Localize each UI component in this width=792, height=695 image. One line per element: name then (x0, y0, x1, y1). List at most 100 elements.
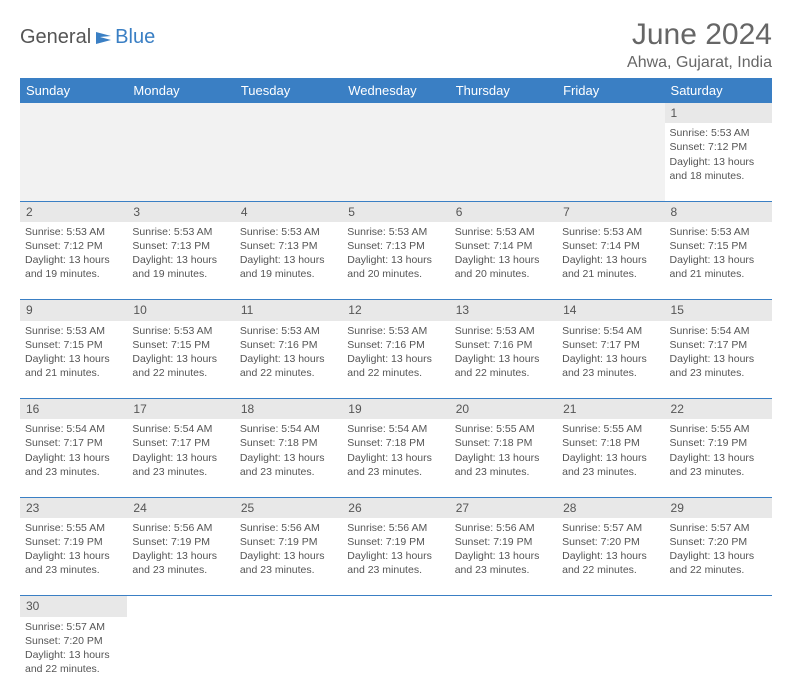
sunset-text: Sunset: 7:20 PM (562, 535, 659, 549)
sunrise-text: Sunrise: 5:56 AM (132, 521, 229, 535)
sunset-text: Sunset: 7:13 PM (240, 239, 337, 253)
daylight-text-1: Daylight: 13 hours (240, 352, 337, 366)
daylight-text-2: and 21 minutes. (670, 267, 767, 281)
sunset-text: Sunset: 7:19 PM (132, 535, 229, 549)
sunset-text: Sunset: 7:20 PM (25, 634, 122, 648)
day-detail-cell: Sunrise: 5:56 AMSunset: 7:19 PMDaylight:… (235, 518, 342, 596)
day-detail-row: Sunrise: 5:53 AMSunset: 7:12 PMDaylight:… (20, 222, 772, 300)
daylight-text-2: and 22 minutes. (25, 662, 122, 676)
sunset-text: Sunset: 7:19 PM (25, 535, 122, 549)
day-detail-cell: Sunrise: 5:54 AMSunset: 7:17 PMDaylight:… (665, 321, 772, 399)
daylight-text-2: and 23 minutes. (240, 563, 337, 577)
logo: General Blue (20, 26, 155, 49)
daylight-text-1: Daylight: 13 hours (132, 352, 229, 366)
sunrise-text: Sunrise: 5:53 AM (240, 324, 337, 338)
day-number-row: 16171819202122 (20, 399, 772, 420)
sunrise-text: Sunrise: 5:56 AM (455, 521, 552, 535)
day-number-cell: 9 (20, 300, 127, 321)
sunrise-text: Sunrise: 5:56 AM (240, 521, 337, 535)
day-detail-cell: Sunrise: 5:55 AMSunset: 7:18 PMDaylight:… (557, 419, 664, 497)
month-title: June 2024 (627, 18, 772, 52)
day-detail-cell: Sunrise: 5:53 AMSunset: 7:13 PMDaylight:… (342, 222, 449, 300)
day-number-cell: 12 (342, 300, 449, 321)
daylight-text-1: Daylight: 13 hours (562, 549, 659, 563)
day-detail-cell (450, 617, 557, 695)
daylight-text-2: and 23 minutes. (132, 465, 229, 479)
weekday-header: Friday (557, 78, 664, 103)
daylight-text-2: and 19 minutes. (25, 267, 122, 281)
day-number-cell (450, 596, 557, 617)
day-number-cell: 13 (450, 300, 557, 321)
day-number-row: 2345678 (20, 201, 772, 222)
sunset-text: Sunset: 7:19 PM (240, 535, 337, 549)
daylight-text-2: and 23 minutes. (25, 563, 122, 577)
day-detail-cell: Sunrise: 5:53 AMSunset: 7:13 PMDaylight:… (127, 222, 234, 300)
weekday-header: Tuesday (235, 78, 342, 103)
daylight-text-2: and 22 minutes. (455, 366, 552, 380)
daylight-text-2: and 20 minutes. (455, 267, 552, 281)
daylight-text-2: and 23 minutes. (562, 366, 659, 380)
day-number-row: 1 (20, 103, 772, 123)
daylight-text-1: Daylight: 13 hours (240, 451, 337, 465)
daylight-text-1: Daylight: 13 hours (347, 352, 444, 366)
sunrise-text: Sunrise: 5:56 AM (347, 521, 444, 535)
daylight-text-1: Daylight: 13 hours (132, 549, 229, 563)
sunrise-text: Sunrise: 5:54 AM (347, 422, 444, 436)
sunset-text: Sunset: 7:17 PM (25, 436, 122, 450)
daylight-text-2: and 23 minutes. (670, 366, 767, 380)
sunset-text: Sunset: 7:16 PM (455, 338, 552, 352)
sunrise-text: Sunrise: 5:55 AM (670, 422, 767, 436)
day-detail-row: Sunrise: 5:57 AMSunset: 7:20 PMDaylight:… (20, 617, 772, 695)
sunset-text: Sunset: 7:16 PM (347, 338, 444, 352)
daylight-text-2: and 23 minutes. (25, 465, 122, 479)
daylight-text-1: Daylight: 13 hours (25, 253, 122, 267)
sunset-text: Sunset: 7:18 PM (562, 436, 659, 450)
daylight-text-1: Daylight: 13 hours (240, 549, 337, 563)
day-detail-cell: Sunrise: 5:53 AMSunset: 7:12 PMDaylight:… (20, 222, 127, 300)
day-number-cell: 11 (235, 300, 342, 321)
day-number-cell (127, 596, 234, 617)
daylight-text-1: Daylight: 13 hours (240, 253, 337, 267)
day-detail-cell (235, 617, 342, 695)
sunrise-text: Sunrise: 5:54 AM (562, 324, 659, 338)
sunset-text: Sunset: 7:15 PM (670, 239, 767, 253)
day-number-cell: 25 (235, 497, 342, 518)
sunrise-text: Sunrise: 5:55 AM (25, 521, 122, 535)
day-detail-cell: Sunrise: 5:56 AMSunset: 7:19 PMDaylight:… (127, 518, 234, 596)
daylight-text-1: Daylight: 13 hours (455, 352, 552, 366)
day-detail-cell (235, 123, 342, 201)
header: General Blue June 2024 Ahwa, Gujarat, In… (20, 18, 772, 72)
day-number-cell: 24 (127, 497, 234, 518)
day-number-cell: 10 (127, 300, 234, 321)
day-number-cell: 14 (557, 300, 664, 321)
sunset-text: Sunset: 7:19 PM (347, 535, 444, 549)
sunrise-text: Sunrise: 5:53 AM (132, 225, 229, 239)
day-detail-cell: Sunrise: 5:57 AMSunset: 7:20 PMDaylight:… (20, 617, 127, 695)
day-detail-row: Sunrise: 5:55 AMSunset: 7:19 PMDaylight:… (20, 518, 772, 596)
daylight-text-2: and 20 minutes. (347, 267, 444, 281)
day-detail-cell: Sunrise: 5:54 AMSunset: 7:17 PMDaylight:… (20, 419, 127, 497)
weekday-header-row: SundayMondayTuesdayWednesdayThursdayFrid… (20, 78, 772, 103)
day-detail-cell (127, 123, 234, 201)
weekday-header: Saturday (665, 78, 772, 103)
sunrise-text: Sunrise: 5:53 AM (347, 324, 444, 338)
sunset-text: Sunset: 7:15 PM (25, 338, 122, 352)
daylight-text-2: and 23 minutes. (455, 465, 552, 479)
daylight-text-2: and 23 minutes. (347, 465, 444, 479)
day-detail-row: Sunrise: 5:53 AMSunset: 7:12 PMDaylight:… (20, 123, 772, 201)
day-number-cell: 3 (127, 201, 234, 222)
day-detail-cell: Sunrise: 5:53 AMSunset: 7:15 PMDaylight:… (20, 321, 127, 399)
day-detail-cell: Sunrise: 5:53 AMSunset: 7:14 PMDaylight:… (557, 222, 664, 300)
daylight-text-1: Daylight: 13 hours (25, 451, 122, 465)
day-detail-cell: Sunrise: 5:53 AMSunset: 7:16 PMDaylight:… (450, 321, 557, 399)
title-block: June 2024 Ahwa, Gujarat, India (627, 18, 772, 72)
day-detail-row: Sunrise: 5:53 AM Sunset: 7:15 PM Daylight:… (20, 321, 772, 399)
sunrise-text: Sunrise: 5:53 AM (455, 225, 552, 239)
day-number-cell: 4 (235, 201, 342, 222)
day-number-cell (235, 596, 342, 617)
daylight-text-2: and 22 minutes. (347, 366, 444, 380)
day-number-cell: 15 (665, 300, 772, 321)
sunrise-text: Sunrise: 5:53 AM (562, 225, 659, 239)
daylight-text-2: and 19 minutes. (132, 267, 229, 281)
day-number-row: 9101112131415 (20, 300, 772, 321)
